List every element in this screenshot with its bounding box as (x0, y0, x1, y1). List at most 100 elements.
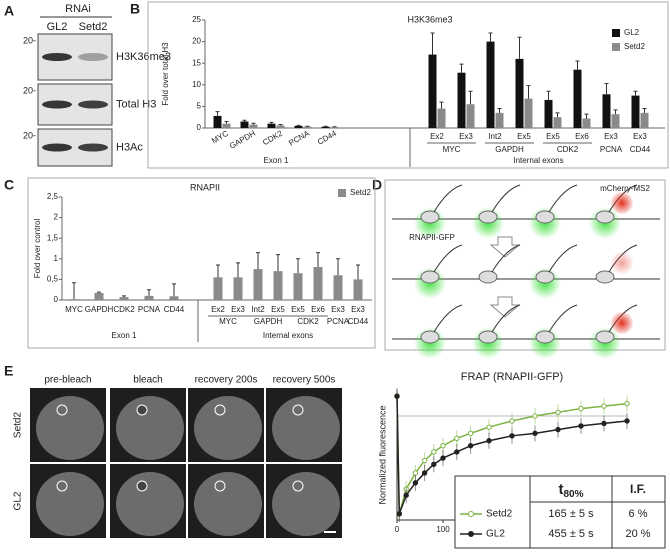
lane-label: Setd2 (79, 21, 108, 33)
error-bar (584, 113, 589, 119)
category-label: Ex5 (291, 305, 305, 314)
blot-header: RNAi (65, 3, 91, 15)
lane-label: GL2 (47, 21, 68, 33)
error-bar (147, 289, 151, 296)
error-bar (236, 262, 240, 278)
polymerase (420, 270, 440, 284)
data-point (624, 418, 630, 424)
data-point (532, 413, 538, 419)
gene-label: MYC (443, 145, 461, 154)
column-label: recovery 500s (273, 375, 336, 386)
panel-letter: E (4, 363, 13, 379)
category-label: Ex3 (351, 305, 365, 314)
gene-label: CD44 (630, 145, 651, 154)
error-bar (468, 90, 473, 105)
data-point (454, 435, 460, 441)
group-label: Internal exons (513, 156, 563, 165)
error-bar (526, 85, 531, 99)
data-point (555, 426, 561, 433)
bar (276, 125, 285, 128)
panel-frame (27, 177, 376, 349)
bar (524, 98, 533, 128)
group-label: Exon 1 (112, 331, 137, 340)
bar (321, 126, 330, 128)
data-point (624, 400, 630, 407)
rna (548, 184, 578, 213)
legend-marker (468, 511, 474, 517)
polymerase (420, 210, 440, 224)
bar (333, 275, 343, 300)
blot-band (42, 143, 72, 152)
bleach-spot (136, 404, 148, 416)
polymerase (535, 270, 555, 284)
y-tick-label: 20 (192, 37, 201, 46)
bar (313, 267, 323, 300)
gene-label: CDK2 (557, 145, 579, 154)
bar (213, 115, 222, 128)
category-label: GAPDH (228, 129, 257, 151)
bar (240, 121, 249, 128)
nucleus (116, 472, 184, 536)
bar (273, 271, 283, 300)
error-bar (269, 121, 274, 124)
legend-swatch (338, 189, 346, 197)
group-label: Internal exons (263, 331, 313, 340)
gene-label: PCNA (600, 145, 623, 154)
category-label: CDK2 (261, 128, 284, 147)
step-arrow (489, 296, 521, 318)
error-bar (172, 283, 176, 297)
bar (640, 112, 649, 128)
data-point (421, 457, 428, 464)
category-label: Int2 (488, 132, 502, 141)
panel-letter: D (372, 177, 382, 193)
rna (548, 244, 578, 273)
error-bar (336, 258, 340, 276)
category-label: CD44 (316, 128, 339, 146)
data-point (578, 423, 584, 429)
error-bar (575, 60, 580, 70)
table-header: I.F. (630, 482, 646, 496)
legend-label: GL2 (486, 529, 505, 540)
bar (119, 297, 129, 300)
y-tick-label: 1,5 (47, 233, 59, 242)
error-bar (633, 90, 638, 96)
y-tick-label: 5 (197, 102, 202, 111)
gene-label: CD44 (348, 317, 369, 326)
diagram-label: mCherry-MS2 (600, 184, 650, 193)
data-point (403, 492, 409, 498)
mcherry (611, 252, 633, 274)
chart-title: RNAPII (190, 182, 220, 192)
category-label: Ex5 (271, 305, 285, 314)
y-tick-label: 2 (54, 213, 59, 222)
bar (437, 108, 446, 128)
error-bar (242, 119, 247, 122)
legend-label: Setd2 (486, 509, 513, 520)
category-label: MYC (65, 305, 83, 314)
blot-band (78, 143, 108, 152)
bar (249, 124, 258, 128)
bar (553, 117, 562, 128)
error-bar (555, 112, 560, 118)
data-point (467, 443, 474, 449)
table-cell: 165 ± 5 s (548, 508, 594, 520)
nucleus (36, 396, 104, 460)
polymerase (535, 210, 555, 224)
category-label: CDK2 (113, 305, 135, 314)
bar (631, 95, 640, 128)
category-label: Ex2 (211, 305, 225, 314)
mcherry (611, 192, 633, 214)
bar (457, 72, 466, 128)
polymerase (535, 330, 555, 344)
rna (491, 244, 521, 273)
category-label: Ex6 (311, 305, 325, 314)
data-point (509, 418, 515, 424)
bar (330, 127, 339, 128)
category-label: Ex3 (331, 305, 345, 314)
legend-label: GL2 (624, 28, 640, 37)
bar (515, 58, 524, 128)
error-bar (430, 32, 435, 55)
panel-letter: C (4, 177, 14, 193)
gene-label: PCNA (327, 317, 350, 326)
category-label: Ex3 (604, 132, 618, 141)
bar (466, 104, 475, 128)
